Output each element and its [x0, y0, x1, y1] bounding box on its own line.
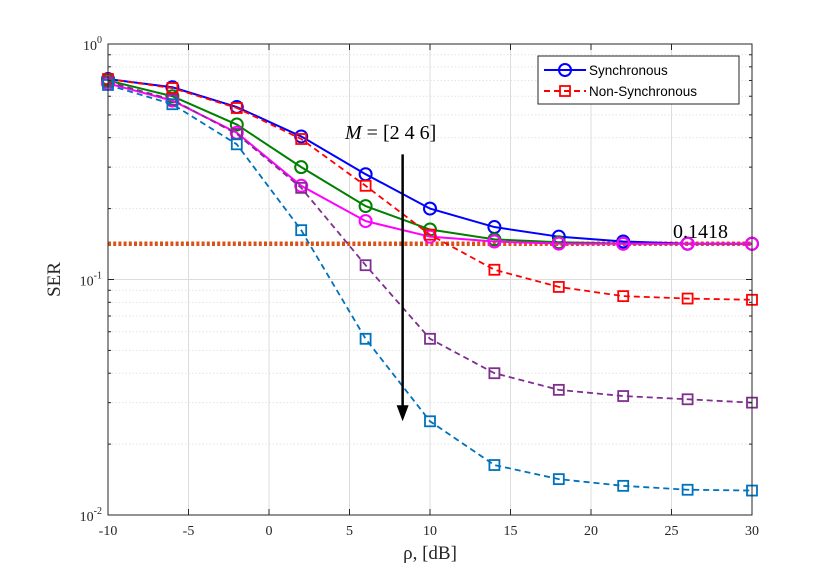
y-tick-exponent: 0	[97, 35, 102, 46]
series-line	[107, 81, 753, 404]
x-tick-label: -5	[183, 524, 195, 539]
x-tick-label: 5	[346, 524, 353, 539]
y-axis-title: SER	[44, 262, 65, 297]
data-point	[359, 179, 372, 192]
legend-label-non-synchronous: Non-Synchronous	[589, 84, 697, 99]
data-point	[165, 89, 180, 104]
data-point	[166, 82, 179, 94]
data-point	[616, 236, 631, 251]
legend-label-synchronous: Synchronous	[589, 63, 668, 78]
series-line	[107, 78, 753, 301]
y-tick-exponent: -1	[94, 271, 102, 282]
m-annotation: M = [2 4 6]	[344, 122, 436, 422]
series-5	[102, 79, 758, 497]
data-point	[423, 229, 437, 244]
data-point	[681, 292, 694, 305]
data-point	[166, 98, 179, 111]
data-point	[424, 332, 436, 345]
data-point	[294, 160, 309, 175]
m-annotation-text: M = [2 4 6]	[344, 122, 436, 144]
data-point	[230, 102, 243, 114]
data-point	[424, 228, 436, 241]
data-point	[295, 181, 308, 194]
y-tick-base: 10	[83, 39, 97, 54]
legend: Synchronous Non-Synchronous	[537, 55, 740, 105]
data-point	[424, 415, 436, 428]
x-tick-label: 15	[504, 524, 518, 539]
data-point	[487, 234, 502, 249]
axes	[107, 43, 753, 516]
y-tick-label: 10-2	[80, 506, 102, 525]
data-point	[681, 483, 694, 496]
data-point	[294, 129, 309, 144]
data-point	[295, 224, 308, 237]
y-tick-label: 100	[83, 35, 102, 54]
data-point	[295, 133, 308, 145]
data-point	[617, 290, 630, 303]
x-tick-label: 25	[665, 524, 679, 539]
y-tick-label: 10-1	[80, 271, 102, 290]
y-tick-exponent: -2	[94, 506, 102, 517]
data-point	[617, 390, 630, 402]
y-tick-base: 10	[80, 275, 94, 290]
data-point	[617, 479, 630, 492]
x-tick-label: 20	[584, 524, 598, 539]
data-point	[359, 259, 372, 272]
x-tick-label: 10	[423, 524, 437, 539]
data-point	[230, 138, 243, 151]
annotation-arrow-head	[396, 405, 409, 422]
data-point	[488, 263, 501, 276]
legend-box	[537, 55, 740, 105]
legend-marker-1	[559, 85, 571, 97]
x-tick-label: -10	[99, 524, 118, 539]
data-point	[680, 236, 695, 251]
legend-marker-0	[558, 63, 572, 77]
data-point	[359, 332, 372, 345]
data-point	[552, 473, 565, 486]
data-point	[294, 178, 309, 193]
series-line	[107, 78, 753, 245]
data-point	[488, 367, 501, 380]
y-tick-base: 10	[80, 510, 94, 525]
x-tick-label: 30	[745, 524, 759, 539]
reference-value-label: 0.1418	[673, 221, 728, 243]
m-annotation-values: = [2 4 6]	[362, 122, 437, 144]
data-point	[552, 383, 565, 396]
data-point	[681, 393, 694, 406]
data-point	[423, 201, 437, 216]
m-annotation-variable: M	[344, 122, 363, 144]
data-point	[229, 117, 244, 132]
data-point	[358, 214, 373, 229]
data-point	[552, 281, 565, 293]
x-tick-label: 0	[266, 524, 273, 539]
grid	[107, 43, 753, 516]
data-point	[551, 236, 566, 251]
data-point	[488, 459, 501, 471]
series-line	[107, 84, 753, 492]
data-point	[358, 199, 373, 214]
x-axis-title: ρ, [dB]	[403, 543, 457, 564]
